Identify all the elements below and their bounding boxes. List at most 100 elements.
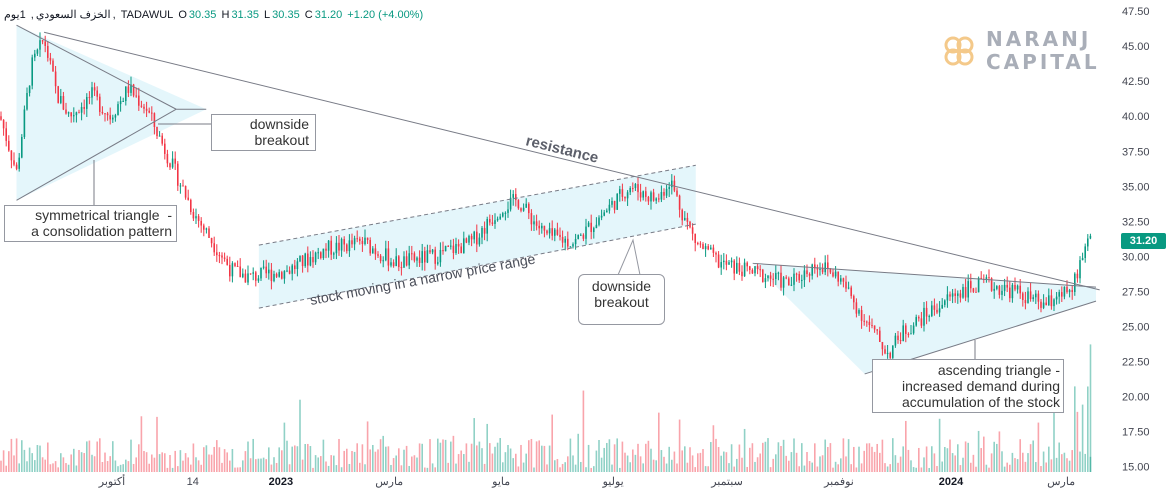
volume-bar [673,451,676,472]
volume-bar [801,443,803,472]
volume-bar [54,461,57,472]
time-axis[interactable]: أكتوبر 14 2023 مارس مايو يوليو سبتمبر نوفمبر 202… [98,474,1075,488]
volume-bar [470,443,473,472]
candle-body [593,228,595,233]
header-open-label: O [178,9,187,21]
volume-bar [127,461,130,472]
volume-bar [1040,466,1042,472]
volume-bar [255,459,257,472]
candle-body [431,249,434,253]
candle-body [1076,273,1079,279]
volume-bar [317,457,319,472]
header-symbol: الخزف السعودي [35,9,111,21]
candle-body [881,341,884,350]
volume-bar [262,457,265,472]
candle-body [34,53,36,58]
volume-bar [910,460,912,472]
candle-body [658,198,660,200]
volume-bar [564,462,566,472]
volume-bar [746,466,748,472]
candle-body [486,219,488,234]
downside-breakout-note-2: downside breakout [578,274,665,325]
volume-bar [145,452,148,472]
candle-body [109,115,111,120]
header-interval: 1يوم [4,9,26,21]
volume-bar [327,465,330,472]
candle-body [655,198,657,201]
volume-bar [483,463,486,472]
candle-body [268,269,270,274]
candle-body [491,222,494,224]
candle-body [728,262,730,265]
candle-body [489,219,491,223]
candle-body [717,254,720,268]
candle-body [665,188,668,196]
volume-bar [743,428,746,472]
volume-bar [65,463,67,472]
candle-body [57,86,59,103]
volume-bar [1019,439,1021,472]
volume-bar [676,463,678,472]
x-tick-label: 2024 [939,476,964,488]
volume-bar [392,458,395,472]
volume-bar [858,446,860,472]
volume-bar [611,464,613,472]
candle-body [785,277,787,279]
candle-body [483,227,486,234]
volume-bar [5,465,7,472]
candle-body [236,265,239,267]
y-tick-label: 27.50 [1122,286,1150,298]
symmetrical-triangle-note: symmetrical triangle - a consolidation p… [4,205,177,242]
volume-bar [949,439,951,472]
volume-bar [938,418,941,472]
candle-body [5,128,7,141]
volume-bar [850,464,852,472]
volume-bar [36,445,39,472]
candle-body [41,40,44,42]
candle-body [21,137,23,158]
candles [0,32,1092,365]
volume-bar [561,463,564,472]
candle-body [637,184,639,193]
volume-bar [299,399,301,472]
candle-body [1063,286,1066,297]
candle-body [200,220,202,226]
volume-bar [143,450,145,472]
y-tick-label: 40.00 [1122,111,1150,123]
volume-bar [239,467,241,472]
volume-bar [216,440,218,472]
volume-bar [494,446,496,472]
volume-bar [387,446,390,472]
candle-body [936,309,938,313]
candle-body [372,248,374,254]
candle-body [590,222,592,233]
candle-body [606,210,608,213]
volume-bar [117,466,119,472]
volume-bar [931,446,933,472]
volume-bar [860,463,863,472]
price-axis[interactable]: 15.00 17.50 20.00 22.50 25.00 27.50 30.00 32.50… [1122,6,1150,473]
volume-bar [49,464,52,472]
candle-body [759,269,761,271]
volume-bar [270,464,273,472]
volume-bar [619,467,621,472]
volume-bar [998,431,1001,472]
volume-bar [694,467,696,472]
volume-bar [868,443,871,472]
volume-bar [1003,466,1006,472]
candle-body [143,106,145,109]
candle-body [18,157,20,169]
volume-bar [403,449,405,472]
volume-bar [897,462,899,472]
volume-bar [187,457,189,472]
volume-bar [587,444,590,472]
candle-body [465,238,468,243]
candle-body [379,255,382,262]
volume-bar [447,462,449,472]
volume-bar [481,448,483,472]
candle-body [1079,260,1081,279]
candle-body [275,273,278,277]
candle-body [574,238,577,245]
volume-bar [972,454,975,472]
